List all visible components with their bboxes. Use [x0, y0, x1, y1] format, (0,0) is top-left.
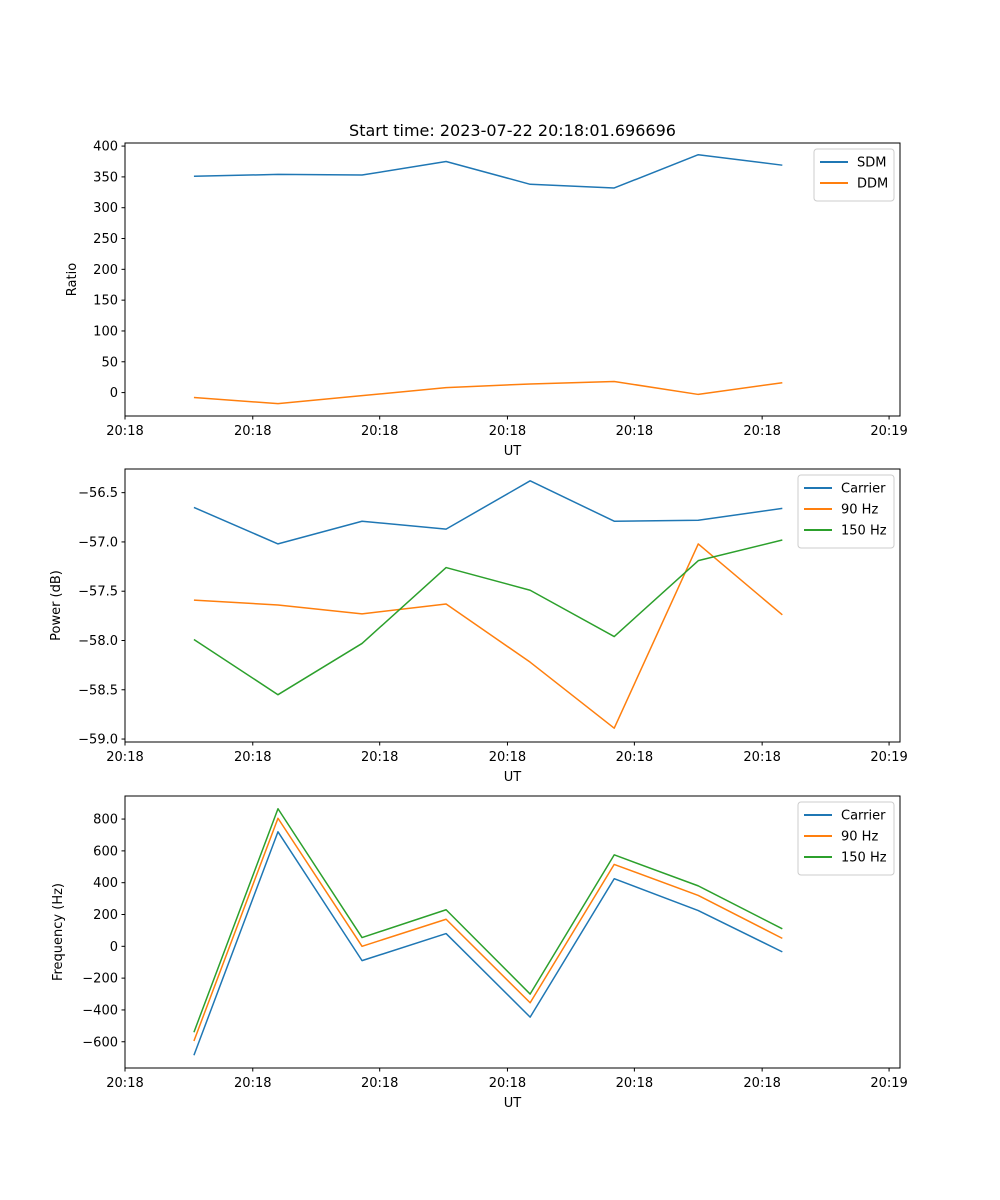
series-line-150-hz — [193, 807, 783, 1033]
x-tick-label: 20:18 — [361, 424, 398, 439]
x-tick-label: 20:18 — [489, 750, 526, 765]
y-tick-label: 300 — [93, 201, 118, 216]
y-axis-label: Power (dB) — [49, 570, 64, 641]
y-tick-label: 250 — [93, 232, 118, 247]
legend-label: 150 Hz — [841, 851, 887, 866]
x-axis-label: UT — [504, 770, 522, 785]
x-tick-label: 20:18 — [616, 1076, 653, 1091]
x-tick-label: 20:18 — [234, 424, 271, 439]
x-tick-label: 20:18 — [361, 1076, 398, 1091]
legend: Carrier 90 Hz 150 Hz — [797, 801, 895, 876]
chart-panel-1: 0 50 100 150 200 250 300 350 400 20:18 20:18 20:18 2… — [65, 140, 908, 459]
y-tick-label: 100 — [93, 324, 118, 339]
x-tick-label: 20:18 — [743, 1076, 780, 1091]
x-tick-label: 20:18 — [234, 1076, 271, 1091]
chart-panel-2: −59.0 −58.5 −58.0 −57.5 −57.0 −56.5 20:18 20:18… — [49, 468, 908, 785]
legend: Carrier 90 Hz 150 Hz — [797, 474, 895, 549]
x-tick-label: 20:18 — [106, 1076, 143, 1091]
x-tick-label: 20:19 — [870, 424, 907, 439]
series-line-carrier — [193, 480, 783, 545]
axes-frame — [124, 468, 901, 743]
legend-label: Carrier — [841, 482, 886, 497]
series-line-carrier — [193, 831, 783, 1056]
legend-label: DDM — [857, 177, 888, 192]
x-tick-label: 20:18 — [743, 750, 780, 765]
y-tick-label: 150 — [93, 294, 118, 309]
y-tick-label: −200 — [82, 972, 118, 987]
series-line-ddm — [193, 380, 783, 405]
legend: SDM DDM — [813, 148, 895, 202]
y-tick-label: −59.0 — [78, 733, 118, 748]
x-axis-label: UT — [504, 444, 522, 459]
legend-label: Carrier — [841, 809, 886, 824]
x-tick-label: 20:18 — [743, 424, 780, 439]
panels: 0 50 100 150 200 250 300 350 400 20:18 20:18 20:18 2… — [49, 140, 908, 1111]
y-tick-label: −400 — [82, 1003, 118, 1018]
series-line-sdm — [193, 153, 783, 189]
y-tick-label: −57.5 — [78, 585, 118, 600]
y-tick-label: −600 — [82, 1035, 118, 1050]
y-tick-label: 0 — [110, 940, 118, 955]
x-tick-label: 20:18 — [106, 424, 143, 439]
y-tick-label: 50 — [101, 355, 118, 370]
y-tick-label: −58.0 — [78, 634, 118, 649]
y-tick-label: 0 — [110, 386, 118, 401]
axes-frame — [124, 795, 901, 1069]
x-tick-label: 20:18 — [616, 424, 653, 439]
x-tick-label: 20:19 — [870, 1076, 907, 1091]
y-tick-label: 200 — [93, 908, 118, 923]
x-tick-label: 20:18 — [616, 750, 653, 765]
y-tick-label: 350 — [93, 170, 118, 185]
y-tick-label: −57.0 — [78, 535, 118, 550]
chart-panel-3: −600 −400 −200 0 200 400 600 800 20:18 20:18 20:18… — [51, 795, 908, 1111]
x-tick-label: 20:18 — [234, 750, 271, 765]
legend-label: SDM — [857, 156, 886, 171]
y-tick-label: −56.5 — [78, 486, 118, 501]
axes-frame — [124, 142, 901, 417]
x-axis-label: UT — [504, 1096, 522, 1111]
x-tick-label: 20:18 — [489, 424, 526, 439]
y-tick-label: −58.5 — [78, 683, 118, 698]
series-line-150-hz — [193, 539, 783, 696]
x-tick-label: 20:18 — [361, 750, 398, 765]
legend-label: 90 Hz — [841, 503, 878, 518]
figure-title: Start time: 2023-07-22 20:18:01.696696 — [349, 121, 676, 140]
series-line-90-hz — [193, 817, 783, 1042]
y-tick-label: 800 — [93, 813, 118, 828]
y-axis-label: Ratio — [65, 263, 80, 296]
y-axis-label: Frequency (Hz) — [51, 883, 66, 981]
legend-label: 150 Hz — [841, 524, 887, 539]
x-tick-label: 20:18 — [489, 1076, 526, 1091]
x-tick-label: 20:19 — [870, 750, 907, 765]
legend-label: 90 Hz — [841, 830, 878, 845]
y-tick-label: 400 — [93, 140, 118, 155]
y-tick-label: 400 — [93, 876, 118, 891]
y-tick-label: 200 — [93, 263, 118, 278]
series-line-90-hz — [193, 543, 783, 729]
y-tick-label: 600 — [93, 844, 118, 859]
x-tick-label: 20:18 — [106, 750, 143, 765]
